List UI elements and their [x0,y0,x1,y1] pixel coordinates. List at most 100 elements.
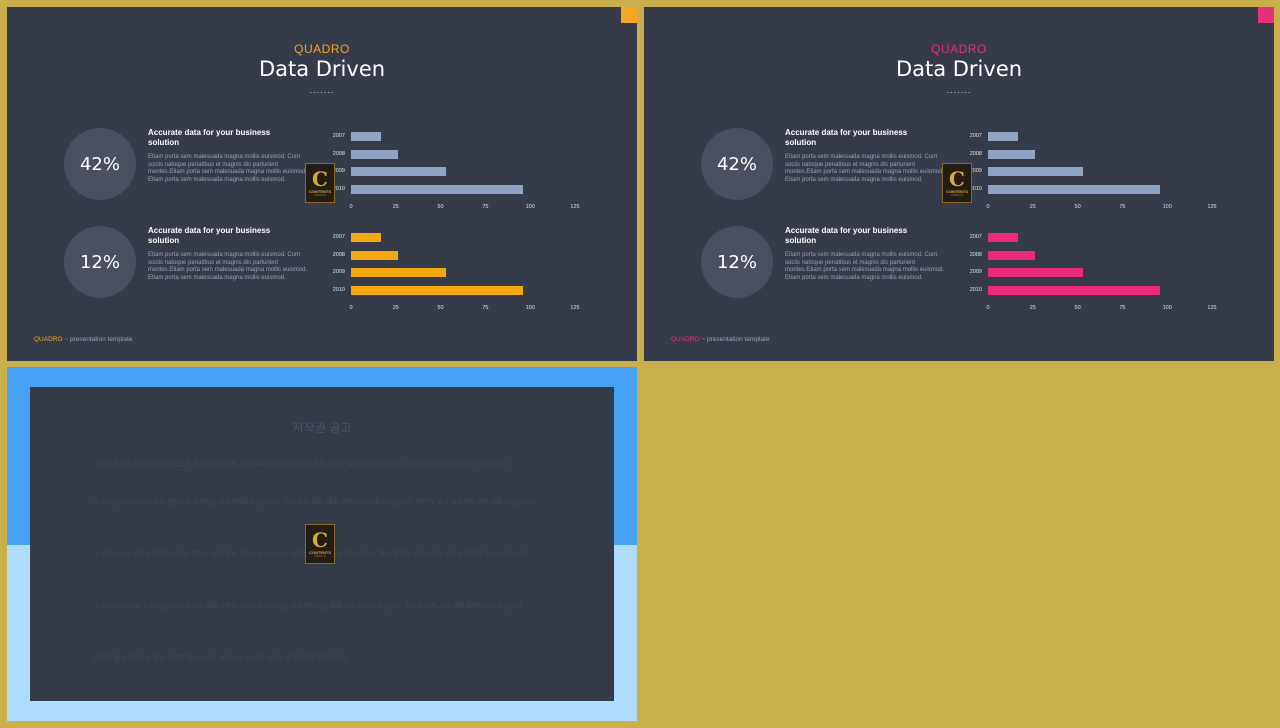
axis-tick-label: 125 [570,305,580,311]
year-label: 2008 [969,150,982,157]
slide-footer: QUADRO ~ presentation template [34,336,132,343]
axis-tick-label: 50 [437,204,444,210]
slide-title: Data Driven [895,57,1023,81]
axis-tick-label: 0 [349,305,353,311]
axis-tick-label: 25 [392,204,399,210]
axis-tick-label: 50 [1074,305,1081,311]
year-label: 2007 [332,234,345,240]
bar-chart: 2007 2008 2009 2010 0 25 50 75 100 125 [962,229,1222,319]
axis-tick-label: 75 [482,305,489,311]
axis-tick-label: 100 [1162,305,1172,311]
notice-paragraph: 3. 이미지(Image) & 아이콘(Icon) 콘텐츠 내에 사용된 이미지… [94,603,524,610]
year-label: 2009 [332,168,345,174]
logo-subtext: PREMIUM [314,555,326,558]
block-body: Etiam porta sem malesuada magna mollis e… [148,252,308,281]
axis-tick-label: 0 [349,204,353,210]
axis-tick-label: 50 [437,305,444,311]
data-bar [988,233,1019,242]
data-bar [351,167,446,176]
title-divider-dots: ....... [309,85,335,95]
footer-brand: QUADRO [671,336,700,343]
data-bar [988,149,1035,159]
axis-tick-label: 0 [986,204,990,210]
notice-panel: 저작권 공고 콘텐츠 제작을 사용하시 전에 다음의 정부의 요청들을 저작권 … [30,387,614,701]
axis-tick-label: 75 [1119,204,1126,210]
slide-footer: QUADRO ~ presentation template [671,336,769,343]
year-label: 2008 [332,251,345,258]
block-heading: Accurate data for your business solution [148,226,271,245]
axis-tick-label: 100 [1162,204,1172,210]
year-label: 2009 [969,269,982,275]
slide-quadro-orange[interactable]: QUADRO Data Driven ....... 42% Accurate … [7,7,637,361]
contents-logo: C CONTENTS PREMIUM [305,524,335,564]
data-bar [351,268,446,277]
logo-text: CONTENTS [309,550,331,555]
year-label: 2009 [332,269,345,275]
logo-letter: C [949,167,965,191]
year-label: 2007 [332,133,345,139]
year-label: 2009 [969,168,982,174]
title-divider-dots: ....... [946,85,972,95]
year-label: 2007 [969,234,982,240]
bar-chart: 2007 2008 2009 2010 0 25 50 75 100 125 [962,128,1222,218]
bar-chart: 2007 2008 2009 2010 0 25 50 75 100 125 [325,128,585,218]
axis-tick-label: 25 [1029,204,1036,210]
percent-circle: 12% [64,226,136,298]
contents-logo: C CONTENTS PREMIUM [305,163,335,203]
year-label: 2010 [969,286,982,293]
data-bar [988,285,1161,295]
logo-subtext: PREMIUM [314,194,326,197]
slide-quadro-pink[interactable]: QUADRO Data Driven ....... 42% Accurate … [644,7,1274,361]
axis-tick-label: 125 [1207,204,1217,210]
block-body: Etiam porta sem malesuada magna mollis e… [785,154,945,183]
axis-tick-label: 75 [482,204,489,210]
data-bar [988,250,1035,260]
data-bar [988,184,1161,194]
data-bar [988,132,1019,141]
logo-subtext: PREMIUM [951,194,963,197]
block-heading: Accurate data for your business solution [148,128,271,147]
slide-kicker: QUADRO [931,42,987,56]
logo-letter: C [312,528,328,552]
axis-tick-label: 75 [1119,305,1126,311]
corner-accent [621,7,637,23]
data-bar [988,167,1083,176]
data-bar [351,149,398,159]
notice-title: 저작권 공고 [292,421,352,435]
axis-tick-label: 100 [525,305,535,311]
logo-text: CONTENTS [946,189,968,194]
data-bar [351,184,524,194]
year-label: 2010 [332,286,345,293]
footer-text: ~ presentation template [699,336,770,343]
percent-circle: 42% [701,128,773,200]
logo-text: CONTENTS [309,189,331,194]
percent-circle: 42% [64,128,136,200]
block-body: Etiam porta sem malesuada magna mollis e… [785,252,945,281]
axis-tick-label: 25 [1029,305,1036,311]
data-bar [988,268,1083,277]
axis-tick-label: 125 [1207,305,1217,311]
percent-circle: 12% [701,226,773,298]
year-label: 2010 [332,185,345,192]
logo-letter: C [312,167,328,191]
copyright-notice-slide[interactable]: 저작권 공고 콘텐츠 제작을 사용하시 전에 다음의 정부의 요청들을 저작권 … [7,367,637,721]
year-label: 2008 [969,251,982,258]
axis-tick-label: 125 [570,204,580,210]
corner-accent [1258,7,1274,23]
data-bar [351,132,382,141]
notice-paragraph: 1. 저작권(Copyright) 모든 콘텐츠의 저작권은 저작권자에게 있습… [94,499,536,506]
bar-chart: 2007 2008 2009 2010 0 25 50 75 100 125 [325,229,585,319]
year-label: 2008 [332,150,345,157]
contents-logo: C CONTENTS PREMIUM [942,163,972,203]
block-heading: Accurate data for your business solution [785,128,908,147]
year-label: 2007 [969,133,982,139]
footer-brand: QUADRO [34,336,63,343]
notice-paragraph: 콘텐츠 제작 가이드는 별도 자료를 참고하시기 바랍니다. 자세한 내용은 홈… [94,655,349,662]
axis-tick-label: 25 [392,305,399,311]
data-bar [351,250,398,260]
data-bar [351,233,382,242]
block-body: Etiam porta sem malesuada magna mollis e… [148,154,308,183]
year-label: 2010 [969,185,982,192]
data-bar [351,285,524,295]
axis-tick-label: 50 [1074,204,1081,210]
